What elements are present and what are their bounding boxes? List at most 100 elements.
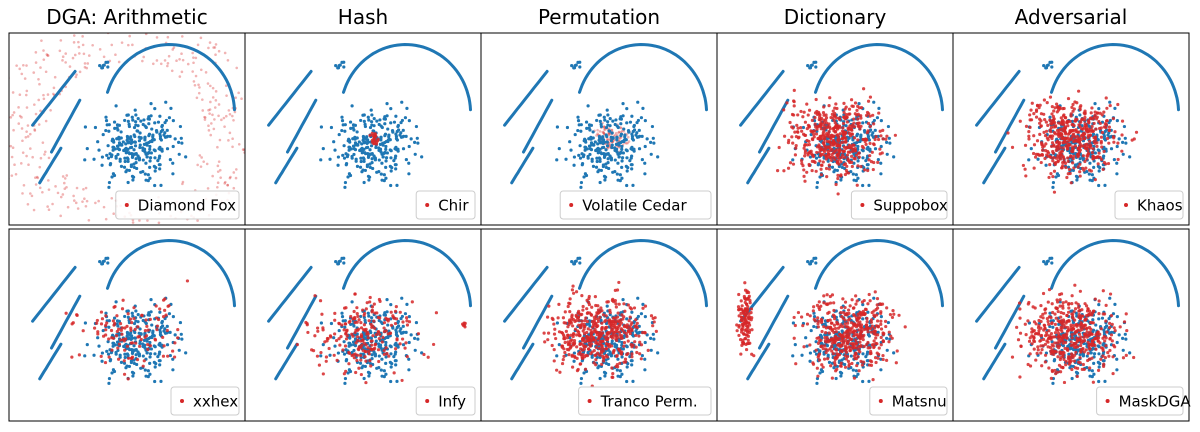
dga-point — [375, 311, 379, 315]
dga-point — [860, 363, 865, 367]
dga-point — [1038, 103, 1042, 107]
benign-point — [380, 161, 384, 165]
benign-point — [129, 337, 133, 341]
benign-point — [342, 340, 346, 344]
dga-point — [842, 115, 846, 119]
dga-point — [194, 226, 197, 229]
dga-point — [816, 325, 820, 329]
benign-point — [599, 124, 604, 129]
dga-point — [566, 333, 570, 337]
benign-point — [616, 357, 620, 361]
dga-point — [788, 161, 793, 165]
dga-point — [796, 126, 800, 130]
benign-point — [370, 353, 374, 357]
benign-point — [608, 129, 612, 133]
benign-point — [131, 374, 135, 378]
dga-point — [619, 136, 622, 140]
dga-point — [1062, 106, 1066, 111]
dga-point — [825, 145, 829, 149]
dga-point — [611, 297, 615, 301]
benign-arc — [286, 98, 318, 154]
dga-point — [598, 315, 602, 319]
dga-point — [333, 311, 337, 315]
dga-point — [849, 98, 854, 102]
benign-point — [377, 158, 381, 162]
dga-point — [800, 129, 804, 133]
benign-point — [839, 374, 843, 378]
benign-point — [361, 134, 365, 139]
benign-point — [107, 185, 111, 189]
benign-point — [615, 124, 619, 128]
dga-point — [608, 331, 612, 335]
benign-point — [352, 324, 356, 328]
benign-point — [370, 113, 374, 117]
dga-point — [1063, 125, 1068, 129]
dga-point — [373, 346, 377, 350]
panel-0-2: Volatile Cedar — [480, 32, 718, 226]
benign-point — [596, 150, 601, 154]
dga-point — [852, 136, 857, 140]
dga-point — [1050, 136, 1054, 141]
dga-point — [862, 87, 866, 91]
dga-point — [1085, 142, 1089, 146]
benign-point — [611, 136, 615, 140]
benign-point — [1096, 164, 1100, 168]
benign-point — [596, 170, 600, 174]
dga-point — [42, 49, 45, 52]
benign-point — [577, 123, 581, 127]
dga-point — [626, 303, 630, 307]
dga-point — [1060, 120, 1064, 124]
dga-point — [377, 336, 381, 341]
benign-point — [153, 183, 157, 188]
benign-point — [636, 100, 640, 104]
dga-point — [634, 345, 638, 349]
dga-point — [846, 158, 850, 162]
dga-point — [1034, 115, 1039, 119]
dga-point — [614, 322, 618, 326]
benign-point — [396, 128, 401, 132]
dga-point — [794, 134, 799, 139]
benign-point — [106, 144, 110, 148]
dga-point — [250, 98, 253, 101]
benign-point — [353, 123, 358, 127]
benign-point — [867, 183, 871, 187]
dga-point — [59, 39, 63, 42]
dga-point — [198, 154, 202, 157]
dga-point — [829, 364, 833, 368]
benign-point — [605, 134, 609, 139]
benign-point — [379, 368, 383, 372]
legend-label: Volatile Cedar — [582, 197, 687, 215]
benign-point — [868, 147, 872, 151]
dga-point — [564, 321, 568, 325]
benign-point — [579, 180, 584, 185]
benign-point — [139, 332, 143, 336]
dga-point — [607, 321, 611, 325]
dga-point — [31, 155, 34, 159]
benign-point — [629, 163, 633, 167]
dga-point — [622, 344, 626, 348]
benign-point — [98, 63, 102, 68]
dga-point — [579, 362, 583, 366]
dga-point — [1082, 126, 1087, 130]
dga-point — [246, 92, 249, 95]
dga-point — [133, 327, 137, 331]
dga-point — [347, 362, 351, 366]
dga-point — [126, 356, 131, 360]
benign-point — [625, 107, 629, 111]
dga-point — [803, 142, 807, 147]
benign-point — [124, 150, 129, 154]
benign-point — [332, 140, 336, 144]
benign-point — [375, 366, 379, 370]
dga-point — [580, 355, 584, 359]
benign-point — [133, 134, 137, 139]
benign-point — [832, 170, 836, 174]
benign-point — [145, 141, 149, 145]
dga-point — [854, 153, 859, 157]
dga-point — [1096, 155, 1100, 159]
dga-point — [1052, 109, 1056, 113]
dga-point — [1100, 113, 1104, 117]
dga-point — [121, 298, 125, 302]
benign-point — [886, 320, 891, 325]
dga-point — [622, 325, 627, 329]
dga-point — [199, 68, 203, 72]
